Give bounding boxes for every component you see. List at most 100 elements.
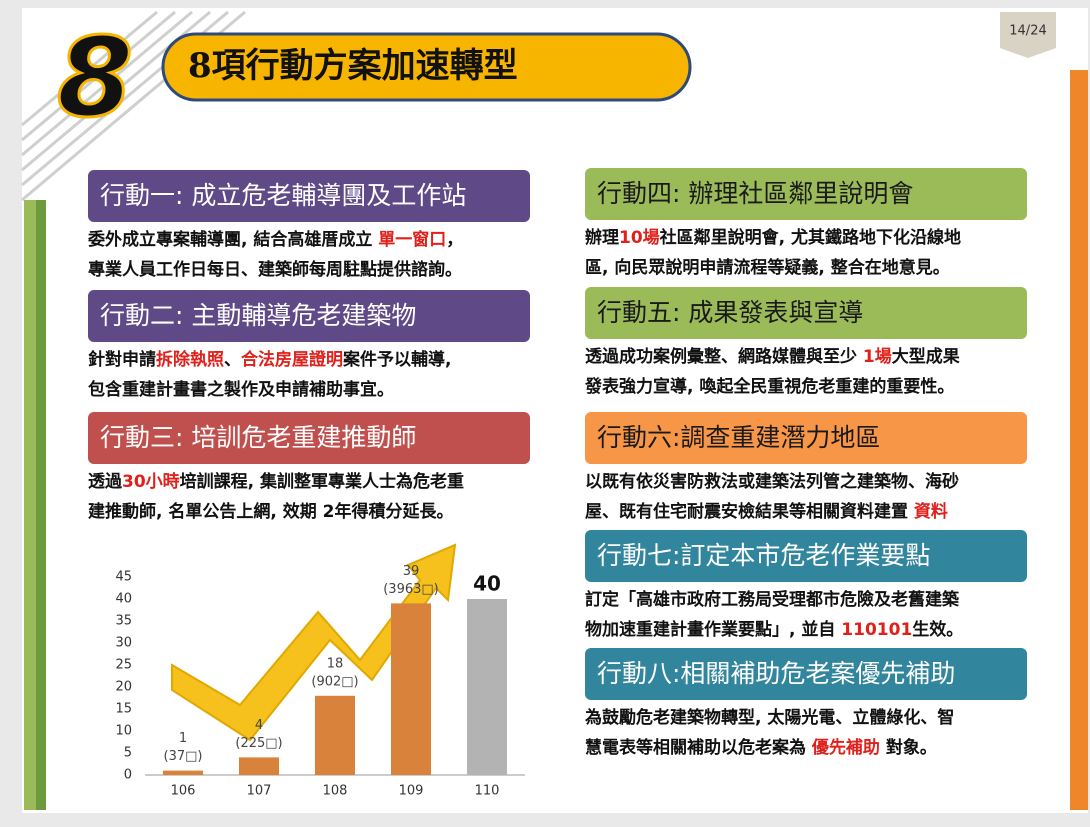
bar: [163, 770, 203, 775]
x-tick-label: 109: [399, 784, 424, 799]
text-run: 1場: [863, 347, 892, 367]
text-run: ，: [446, 230, 463, 250]
action-body: 委外成立專案輔導團, 結合高雄厝成立 單一窗口，: [87, 229, 463, 250]
text-run: 包含重建計畫書之製作及申請補助事宜。: [88, 379, 394, 400]
action-header: [88, 170, 530, 222]
action-body: 區, 向民眾說明申請流程等疑義, 整合在地意見。: [585, 257, 950, 278]
text-run: 發表強力宣導, 喚起全民重視危老重建的重要性。: [584, 376, 954, 397]
action-header: [585, 412, 1027, 464]
text-run: 透過: [88, 471, 123, 492]
text-run: 專業人員工作日每日、建築師每周駐點提供諮詢。: [88, 259, 462, 280]
page-title: 8項行動方案加速轉型: [188, 46, 518, 86]
text-run: 物加速重建計畫作業要點」, 並自: [585, 619, 841, 640]
text-run: 生效。: [912, 619, 963, 640]
text-run: 、: [224, 350, 241, 370]
action-title: 行動一: 成立危老輔導團及工作站: [100, 181, 466, 210]
value-label: 1: [179, 731, 187, 746]
bar: [391, 603, 431, 775]
value-label: 40: [473, 572, 501, 596]
left-stripe: [24, 200, 36, 810]
action-body: 辦理10場社區鄰里說明會, 尤其鐵路地下化沿線地: [585, 227, 961, 248]
text-run: 辦理: [585, 227, 619, 248]
action-header: [585, 530, 1027, 582]
text-run: 社區鄰里說明會, 尤其鐵路地下化沿線地: [659, 227, 961, 248]
text-run: 建推動師, 名單公告上網, 效期 2年得積分延長。: [88, 501, 454, 522]
action-body: 建推動師, 名單公告上網, 效期 2年得積分延長。: [88, 501, 454, 522]
text-run: 優先補助: [811, 737, 880, 758]
action-body: 慧電表等相關補助以危老案為 優先補助 對象。: [585, 737, 937, 758]
right-stripe: [1070, 70, 1088, 810]
action-body: 發表強力宣導, 喚起全民重視危老重建的重要性。: [584, 376, 954, 397]
y-tick-label: 25: [115, 658, 132, 673]
value-note: (37□): [164, 749, 203, 764]
action-title: 行動三: 培訓危老重建推動師: [100, 423, 416, 452]
page-number: 14/24: [1009, 24, 1046, 39]
y-tick-label: 30: [115, 636, 132, 651]
value-label: 4: [255, 718, 263, 733]
text-run: 區, 向民眾說明申請流程等疑義, 整合在地意見。: [585, 257, 950, 278]
y-tick-label: 15: [115, 702, 132, 717]
text-run: 為鼓勵危老建築物轉型, 太陽光電、立體綠化、智: [585, 707, 954, 728]
text-run: 110101: [841, 620, 912, 640]
text-run: 單一窗口: [378, 229, 446, 250]
action-body: 透過成功案例彙整、網路媒體與至少 1場大型成果: [585, 346, 960, 367]
action-title: 行動八:相關補助危老案優先補助: [597, 659, 955, 688]
text-run: 屋、既有住宅耐震安檢結果等相關資料建置: [585, 501, 914, 522]
y-tick-label: 40: [115, 592, 132, 607]
action-header: [585, 648, 1027, 700]
text-run: 資料: [914, 501, 948, 522]
text-run: 對象。: [880, 737, 937, 758]
y-tick-label: 0: [124, 768, 132, 783]
value-label: 18: [327, 656, 344, 671]
action-title: 行動六:調查重建潛力地區: [597, 423, 880, 452]
action-header: [585, 168, 1027, 220]
text-run: 訂定「高雄市政府工務局受理都市危險及老舊建築: [585, 589, 960, 610]
value-note: (3963□): [383, 582, 439, 597]
bar: [315, 695, 355, 775]
text-run: 30小時: [122, 471, 180, 492]
y-tick-label: 35: [115, 614, 132, 629]
left-stripe: [36, 200, 46, 810]
action-body: 訂定「高雄市政府工務局受理都市危險及老舊建築: [585, 589, 960, 610]
bar: [239, 757, 279, 775]
x-tick-label: 107: [247, 784, 272, 799]
action-header: [88, 412, 530, 464]
bar: [467, 599, 507, 775]
action-title: 行動四: 辦理社區鄰里說明會: [597, 179, 913, 208]
x-tick-label: 110: [475, 784, 500, 799]
text-run: 培訓課程, 集訓整軍專業人士為危老重: [180, 471, 464, 492]
text-run: 委外成立專案輔導團, 結合高雄厝成立: [87, 229, 378, 250]
action-body: 物加速重建計畫作業要點」, 並自 110101生效。: [585, 619, 963, 640]
y-tick-label: 45: [115, 570, 132, 585]
text-run: 以既有依災害防救法或建築法列管之建築物、海砂: [585, 471, 959, 492]
action-title: 行動五: 成果發表與宣導: [597, 298, 863, 327]
y-tick-label: 5: [124, 746, 132, 761]
title-pill: [161, 32, 692, 102]
action-body: 以既有依災害防救法或建築法列管之建築物、海砂: [585, 471, 959, 492]
text-run: 針對申請: [88, 349, 156, 370]
text-run: 慧電表等相關補助以危老案為: [585, 737, 812, 758]
action-title: 行動二: 主動輔導危老建築物: [100, 301, 416, 330]
value-note: (225□): [235, 736, 282, 751]
x-tick-label: 108: [323, 784, 348, 799]
action-body: 為鼓勵危老建築物轉型, 太陽光電、立體綠化、智: [585, 707, 954, 728]
value-label: 39: [403, 564, 420, 579]
text-run: 10場: [619, 228, 660, 248]
text-run: 拆除執照: [156, 349, 224, 370]
action-body: 專業人員工作日每日、建築師每周駐點提供諮詢。: [88, 259, 462, 280]
big-number: 8: [57, 13, 134, 141]
action-body: 針對申請拆除執照、合法房屋證明案件予以輔導,: [88, 349, 451, 370]
y-tick-label: 10: [115, 724, 132, 739]
action-title: 行動七:訂定本市危老作業要點: [597, 541, 930, 570]
action-body: 屋、既有住宅耐震安檢結果等相關資料建置 資料: [585, 501, 948, 522]
text-run: 案件予以輔導,: [342, 349, 451, 370]
action-header: [88, 290, 530, 342]
page-tag: [1000, 12, 1056, 58]
text-run: 合法房屋證明: [241, 349, 343, 370]
y-tick-label: 20: [115, 680, 132, 695]
action-body: 包含重建計畫書之製作及申請補助事宜。: [88, 379, 394, 400]
value-note: (902□): [311, 674, 358, 689]
action-header: [585, 287, 1027, 339]
text-run: 大型成果: [892, 346, 960, 367]
